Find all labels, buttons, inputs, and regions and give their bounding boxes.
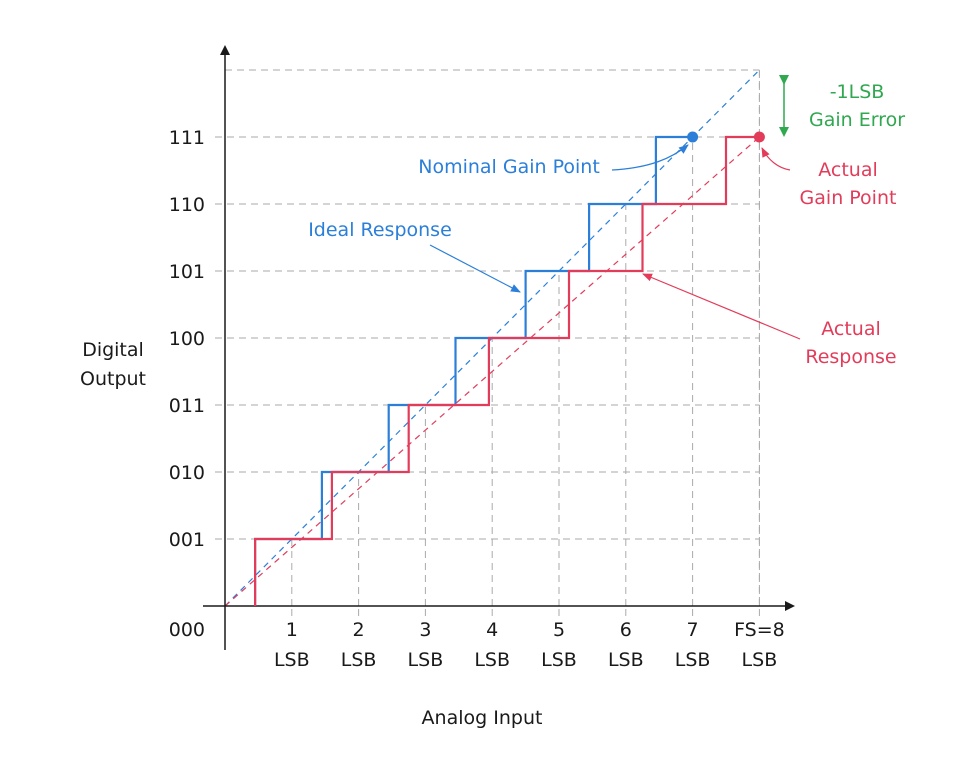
x-tick-unit-6: LSB bbox=[608, 649, 644, 671]
actual-gain-point-label-line-2: Gain Point bbox=[800, 187, 897, 209]
gain-points bbox=[687, 131, 765, 143]
x-tick-unit-3: LSB bbox=[408, 649, 444, 671]
x-tick-num-2: 2 bbox=[353, 619, 365, 641]
ideal-response-arrow bbox=[429, 244, 521, 293]
x-tick-unit-8: LSB bbox=[742, 649, 778, 671]
actual-response-label-line-2: Response bbox=[805, 346, 896, 368]
y-tick-label-011: 011 bbox=[169, 395, 205, 417]
y-tick-label-101: 101 bbox=[169, 261, 205, 283]
actual-response-arrow bbox=[642, 273, 801, 340]
y-axis-title-line-1: Digital bbox=[82, 339, 144, 361]
x-tick-unit-5: LSB bbox=[541, 649, 577, 671]
series-ideal-response bbox=[254, 135, 693, 606]
axes bbox=[203, 45, 795, 650]
x-tick-num-8: FS=8 bbox=[734, 619, 785, 641]
nominal-gain-point bbox=[687, 131, 699, 143]
series-actual-response bbox=[254, 135, 760, 606]
x-tick-num-4: 4 bbox=[486, 619, 498, 641]
actual-response-label-line-1: Actual bbox=[821, 318, 881, 340]
gain-error-label-line-1: -1LSB bbox=[830, 81, 885, 103]
x-tick-num-7: 7 bbox=[687, 619, 699, 641]
y-tick-label-000: 000 bbox=[169, 619, 205, 641]
tick-labels: 0000010100111001011101111LSB2LSB3LSB4LSB… bbox=[169, 127, 785, 671]
x-axis-title: Analog Input bbox=[422, 707, 543, 729]
x-tick-unit-4: LSB bbox=[474, 649, 510, 671]
y-tick-label-010: 010 bbox=[169, 462, 205, 484]
ideal-response-label: Ideal Response bbox=[308, 219, 452, 241]
gain-error-label-line-2: Gain Error bbox=[809, 109, 905, 131]
actual-gain-point bbox=[753, 131, 765, 143]
grid-lines bbox=[215, 69, 760, 616]
nominal-gain-point-arrow bbox=[611, 144, 689, 171]
actual-line bbox=[224, 136, 760, 607]
y-tick-label-100: 100 bbox=[169, 328, 205, 350]
x-tick-num-5: 5 bbox=[553, 619, 565, 641]
y-tick-label-001: 001 bbox=[169, 529, 205, 551]
series bbox=[254, 135, 760, 606]
x-tick-num-1: 1 bbox=[286, 619, 298, 641]
actual-gain-point-arrow bbox=[761, 147, 791, 171]
x-tick-num-6: 6 bbox=[620, 619, 632, 641]
nominal-gain-point-label: Nominal Gain Point bbox=[418, 156, 600, 178]
y-tick-label-111: 111 bbox=[169, 127, 205, 149]
y-tick-label-110: 110 bbox=[169, 194, 205, 216]
x-tick-unit-2: LSB bbox=[341, 649, 377, 671]
x-tick-num-3: 3 bbox=[419, 619, 431, 641]
x-tick-unit-7: LSB bbox=[675, 649, 711, 671]
y-axis-title-line-2: Output bbox=[80, 368, 146, 390]
x-tick-unit-1: LSB bbox=[274, 649, 310, 671]
actual-gain-point-label-line-1: Actual bbox=[818, 159, 878, 181]
